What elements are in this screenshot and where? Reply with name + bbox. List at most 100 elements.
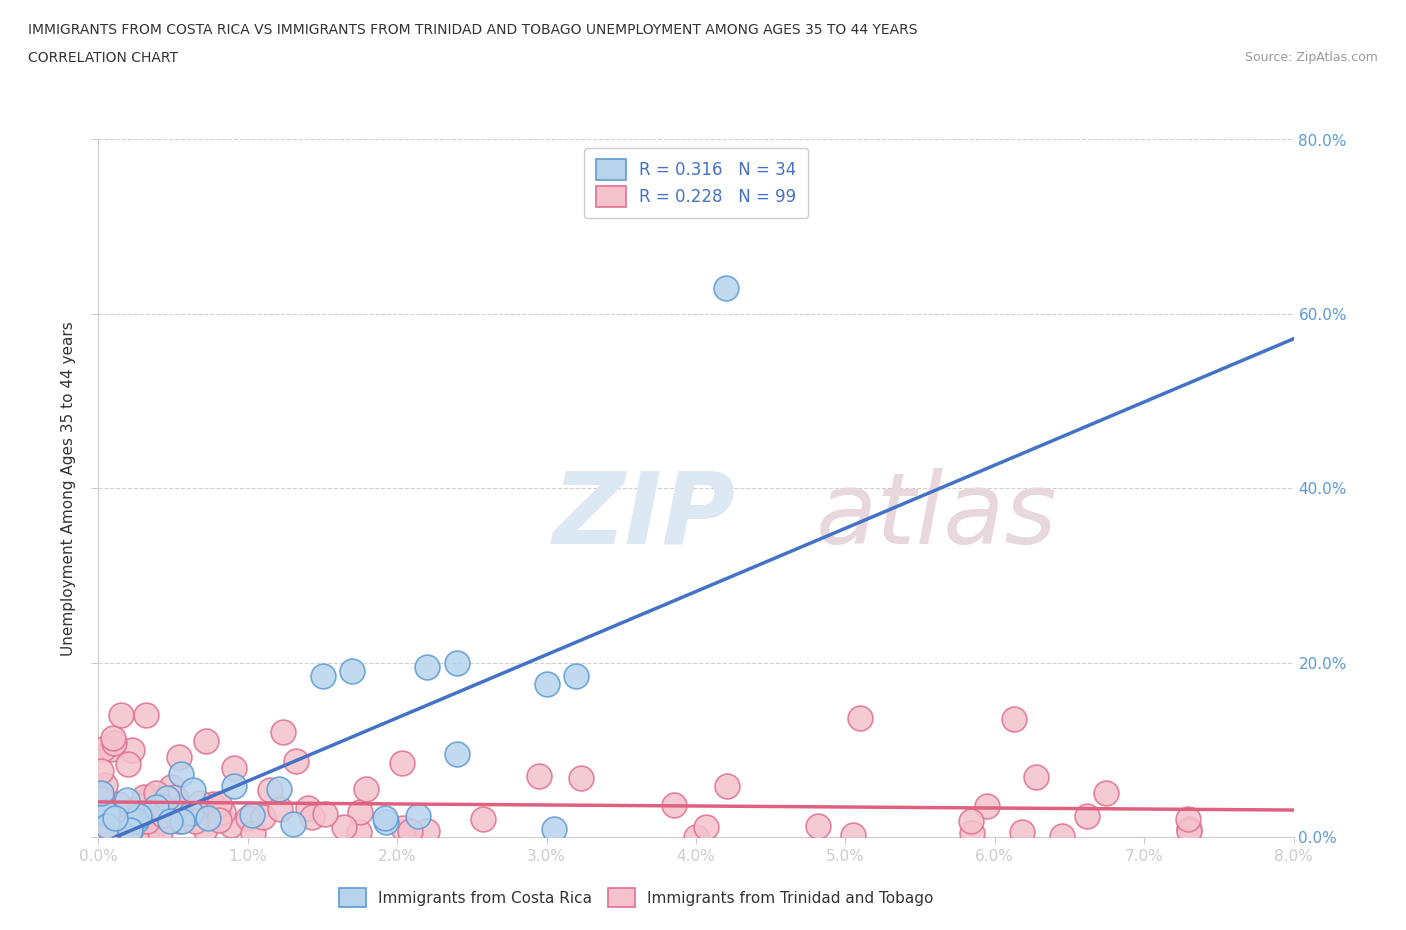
Point bbox=[374, 810, 396, 825]
Point bbox=[166, 794, 188, 809]
Point bbox=[976, 798, 998, 813]
Point bbox=[342, 664, 364, 679]
Point bbox=[152, 807, 174, 822]
Point bbox=[714, 280, 737, 295]
Point bbox=[96, 818, 118, 833]
Text: IMMIGRANTS FROM COSTA RICA VS IMMIGRANTS FROM TRINIDAD AND TOBAGO UNEMPLOYMENT A: IMMIGRANTS FROM COSTA RICA VS IMMIGRANTS… bbox=[28, 23, 918, 37]
Point bbox=[183, 782, 205, 797]
Point bbox=[333, 819, 356, 834]
Text: CORRELATION CHART: CORRELATION CHART bbox=[28, 51, 179, 65]
Point bbox=[93, 777, 115, 792]
Point bbox=[134, 830, 156, 844]
Point bbox=[145, 798, 167, 813]
Point bbox=[842, 828, 865, 843]
Point bbox=[120, 821, 142, 836]
Point bbox=[1076, 808, 1098, 823]
Point bbox=[124, 829, 146, 844]
Point bbox=[93, 804, 115, 819]
Point bbox=[269, 802, 291, 817]
Point bbox=[135, 708, 157, 723]
Point bbox=[149, 814, 172, 829]
Point bbox=[1011, 825, 1033, 840]
Point bbox=[90, 785, 112, 800]
Point bbox=[399, 824, 422, 839]
Point bbox=[145, 786, 167, 801]
Point bbox=[90, 764, 112, 778]
Point bbox=[1002, 712, 1025, 727]
Point bbox=[807, 819, 830, 834]
Point bbox=[695, 819, 717, 834]
Point bbox=[104, 810, 127, 825]
Point bbox=[125, 802, 148, 817]
Point bbox=[297, 800, 319, 815]
Point bbox=[408, 808, 430, 823]
Point bbox=[311, 669, 333, 684]
Point bbox=[132, 790, 155, 804]
Point bbox=[141, 824, 163, 839]
Point bbox=[685, 830, 707, 844]
Point bbox=[354, 781, 377, 796]
Point bbox=[242, 826, 264, 841]
Point bbox=[391, 821, 413, 836]
Point bbox=[91, 741, 114, 756]
Point bbox=[96, 830, 118, 844]
Point bbox=[103, 731, 125, 746]
Point bbox=[190, 796, 212, 811]
Point bbox=[416, 824, 439, 839]
Point bbox=[170, 814, 193, 829]
Point bbox=[153, 810, 176, 825]
Point bbox=[139, 790, 162, 804]
Point bbox=[281, 817, 304, 831]
Point bbox=[117, 757, 139, 772]
Point bbox=[90, 791, 112, 806]
Point bbox=[112, 816, 135, 830]
Point bbox=[201, 796, 224, 811]
Point bbox=[662, 797, 685, 812]
Point bbox=[107, 797, 129, 812]
Point bbox=[536, 677, 558, 692]
Point bbox=[96, 825, 118, 840]
Point bbox=[259, 782, 281, 797]
Point bbox=[111, 822, 134, 837]
Point bbox=[1094, 786, 1116, 801]
Point bbox=[125, 814, 148, 829]
Point bbox=[1178, 823, 1201, 838]
Point bbox=[349, 804, 371, 819]
Point bbox=[167, 750, 190, 764]
Point bbox=[197, 811, 219, 826]
Point bbox=[349, 825, 371, 840]
Point bbox=[848, 711, 870, 726]
Point bbox=[156, 791, 179, 806]
Point bbox=[1052, 829, 1074, 844]
Point bbox=[527, 768, 550, 783]
Point bbox=[170, 766, 193, 781]
Text: ZIP: ZIP bbox=[553, 468, 735, 565]
Point bbox=[167, 814, 190, 829]
Point bbox=[136, 814, 159, 829]
Point bbox=[155, 805, 177, 820]
Point bbox=[98, 820, 121, 835]
Point bbox=[159, 779, 181, 794]
Point bbox=[96, 807, 118, 822]
Point bbox=[100, 741, 122, 756]
Text: atlas: atlas bbox=[815, 468, 1057, 565]
Legend: Immigrants from Costa Rica, Immigrants from Trinidad and Tobago: Immigrants from Costa Rica, Immigrants f… bbox=[333, 883, 939, 913]
Point bbox=[252, 810, 274, 825]
Point bbox=[471, 812, 494, 827]
Point bbox=[301, 810, 323, 825]
Point bbox=[110, 708, 132, 723]
Point bbox=[240, 807, 263, 822]
Point bbox=[120, 817, 142, 831]
Point bbox=[184, 814, 207, 829]
Point bbox=[224, 761, 246, 776]
Point bbox=[121, 742, 143, 757]
Point bbox=[108, 821, 131, 836]
Point bbox=[269, 781, 291, 796]
Point bbox=[569, 770, 592, 785]
Point bbox=[142, 802, 165, 817]
Point bbox=[314, 806, 336, 821]
Point bbox=[159, 814, 181, 829]
Point bbox=[162, 800, 184, 815]
Point bbox=[224, 778, 246, 793]
Point bbox=[236, 811, 259, 826]
